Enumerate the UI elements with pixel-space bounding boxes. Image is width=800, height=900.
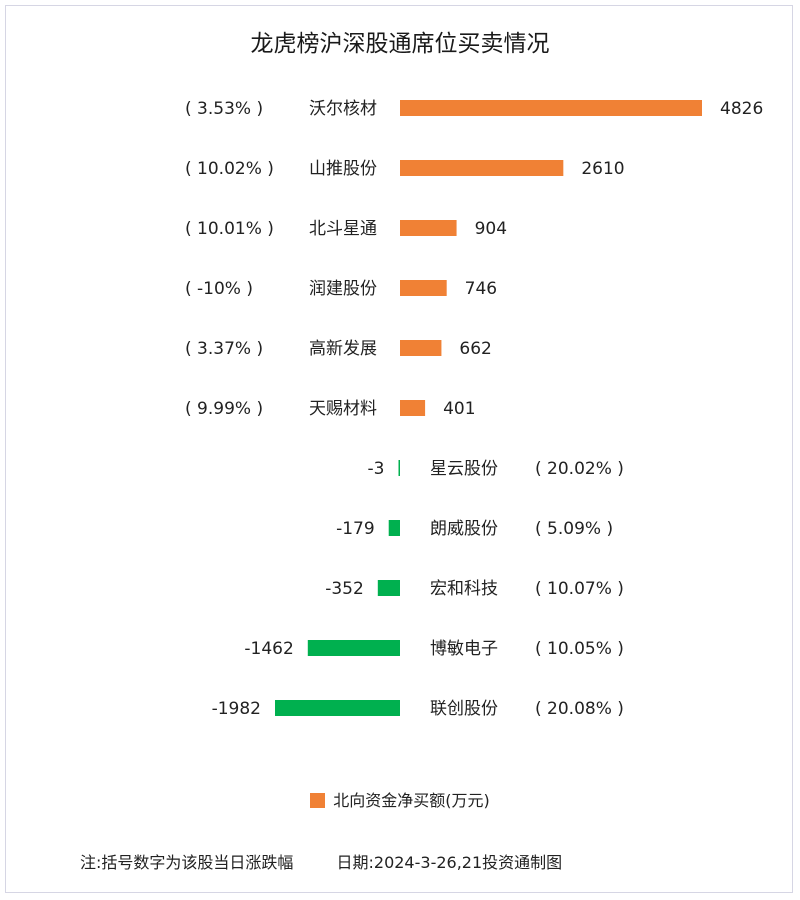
category-label: 润建股份 xyxy=(309,279,377,299)
chart-title: 龙虎榜沪深股通席位买卖情况 xyxy=(250,31,550,57)
value-label: 4826 xyxy=(720,99,763,119)
category-label: 天赐材料 xyxy=(309,399,377,419)
legend-label: 北向资金净买额(万元) xyxy=(333,791,490,810)
change-label: ( -10% ) xyxy=(185,279,253,299)
legend-swatch xyxy=(310,793,326,808)
category-label: 北斗星通 xyxy=(309,219,377,239)
bar xyxy=(400,160,564,176)
value-label: 662 xyxy=(459,339,491,359)
value-label: -179 xyxy=(336,519,375,539)
bar xyxy=(377,580,400,596)
category-label: 高新发展 xyxy=(309,339,377,359)
bar xyxy=(275,700,400,716)
value-label: 2610 xyxy=(581,159,624,179)
footnote: 注:括号数字为该股当日涨跌幅 日期:2024-3-26,21投资通制图 xyxy=(80,849,562,873)
change-label: ( 10.02% ) xyxy=(185,159,274,179)
bar xyxy=(400,280,447,296)
change-label: ( 10.05% ) xyxy=(535,639,624,659)
bar xyxy=(400,220,457,236)
category-label: 山推股份 xyxy=(309,159,377,179)
value-label: 904 xyxy=(475,219,507,239)
change-label: ( 20.08% ) xyxy=(535,699,624,719)
change-label: ( 10.01% ) xyxy=(185,219,274,239)
category-label: 星云股份 xyxy=(430,459,498,479)
change-label: ( 10.07% ) xyxy=(535,579,624,599)
category-label: 联创股份 xyxy=(430,699,498,719)
value-label: 401 xyxy=(443,399,475,419)
value-label: -3 xyxy=(368,459,385,479)
category-label: 博敏电子 xyxy=(430,639,498,659)
legend: 北向资金净买额(万元) xyxy=(0,787,800,811)
chart-frame xyxy=(5,5,793,893)
category-label: 沃尔核材 xyxy=(309,99,377,119)
bar xyxy=(400,100,702,116)
bar xyxy=(400,400,426,416)
category-label: 宏和科技 xyxy=(430,579,498,599)
bar xyxy=(388,520,400,536)
value-label: -1982 xyxy=(212,699,261,719)
bar xyxy=(398,460,400,476)
change-label: ( 3.53% ) xyxy=(185,99,263,119)
change-label: ( 9.99% ) xyxy=(185,399,263,419)
value-label: -352 xyxy=(325,579,364,599)
change-label: ( 3.37% ) xyxy=(185,339,263,359)
value-label: 746 xyxy=(465,279,497,299)
footnote-note: 注:括号数字为该股当日涨跌幅 xyxy=(80,853,294,872)
footnote-date: 日期:2024-3-26,21投资通制图 xyxy=(336,853,563,872)
value-label: -1462 xyxy=(244,639,293,659)
change-label: ( 20.02% ) xyxy=(535,459,624,479)
change-label: ( 5.09% ) xyxy=(535,519,613,539)
category-label: 朗威股份 xyxy=(430,519,498,539)
bar xyxy=(307,640,400,656)
bar xyxy=(400,340,442,356)
